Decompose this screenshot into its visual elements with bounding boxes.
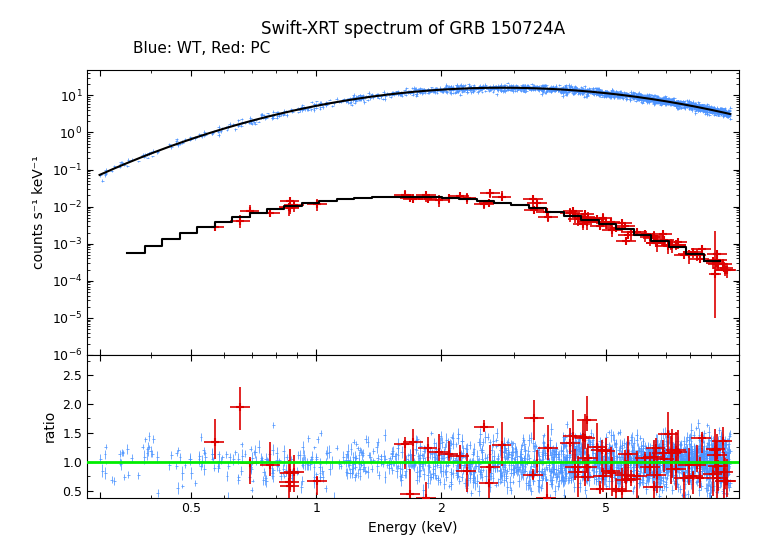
Y-axis label: counts s⁻¹ keV⁻¹: counts s⁻¹ keV⁻¹ (33, 155, 46, 269)
Text: Swift-XRT spectrum of GRB 150724A: Swift-XRT spectrum of GRB 150724A (261, 20, 565, 38)
Y-axis label: ratio: ratio (42, 410, 57, 443)
Text: Blue: WT, Red: PC: Blue: WT, Red: PC (133, 42, 270, 56)
X-axis label: Energy (keV): Energy (keV) (368, 521, 458, 535)
